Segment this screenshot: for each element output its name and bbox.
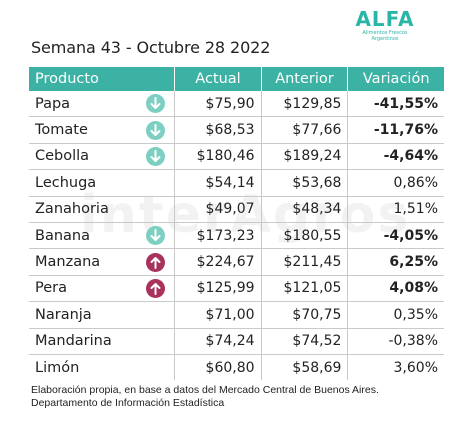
table-row: Limón $60,80 $58,69 3,60% — [29, 354, 444, 381]
cell-trend — [136, 91, 176, 118]
table-row: Mandarina $74,24 $74,52 -0,38% — [29, 328, 444, 355]
cell-anterior: $70,75 — [261, 301, 349, 329]
cell-producto: Mandarina — [29, 328, 137, 355]
cell-trend — [136, 116, 176, 144]
footnote-line-1: Elaboración propia, en base a datos del … — [31, 384, 379, 396]
cell-variacion: -0,38% — [347, 328, 444, 355]
alfa-logo: ALFA Alimentos Frescos Argentinos — [348, 8, 422, 54]
cell-anterior: $211,45 — [261, 248, 349, 276]
cell-producto: Papa — [29, 91, 137, 118]
table-row: Tomate $68,53 $77,66 -11,76% — [29, 116, 444, 144]
table-row: Lechuga $54,14 $53,68 0,86% — [29, 169, 444, 197]
cell-trend — [136, 248, 176, 276]
cell-anterior: $48,34 — [261, 196, 349, 223]
column-header-actual: Actual — [174, 67, 262, 91]
arrow-down-icon — [146, 146, 166, 166]
arrow-up-icon — [146, 252, 166, 272]
page-title: Semana 43 - Octubre 28 2022 — [31, 38, 271, 57]
table-body: Papa $75,90 $129,85 -41,55% Tomate $68,53 $77,… — [29, 91, 444, 381]
cell-producto: Naranja — [29, 301, 137, 329]
column-header-anterior: Anterior — [261, 67, 349, 91]
cell-anterior: $74,52 — [261, 328, 349, 355]
footnote-line-2: Departamento de Información Estadística — [31, 397, 225, 409]
price-table: Producto Actual Anterior Variación Papa $… — [29, 67, 444, 381]
cell-producto: Lechuga — [29, 169, 137, 197]
table-row: Manzana $224,67 $211,45 6,25% — [29, 248, 444, 276]
cell-variacion: 4,08% — [347, 275, 444, 303]
cell-variacion: 1,51% — [347, 196, 444, 223]
cell-producto: Zanahoria — [29, 196, 137, 223]
footnote: Elaboración propia, en base a datos del … — [31, 384, 379, 410]
cell-trend — [136, 354, 176, 381]
logo-subtitle-1: Alimentos Frescos — [362, 30, 408, 36]
cell-anterior: $53,68 — [261, 169, 349, 197]
cell-actual: $125,99 — [174, 275, 262, 303]
cell-variacion: -11,76% — [347, 116, 444, 144]
cell-variacion: 0,86% — [347, 169, 444, 197]
cell-trend — [136, 196, 176, 223]
cell-trend — [136, 275, 176, 303]
cell-producto: Banana — [29, 222, 137, 250]
cell-trend — [136, 143, 176, 171]
cell-actual: $68,53 — [174, 116, 262, 144]
cell-anterior: $77,66 — [261, 116, 349, 144]
column-header-variacion: Variación — [347, 67, 444, 91]
cell-actual: $71,00 — [174, 301, 262, 329]
cell-trend — [136, 169, 176, 197]
arrow-down-icon — [146, 120, 166, 140]
cell-variacion: -4,05% — [347, 222, 444, 250]
arrow-down-icon — [146, 226, 166, 246]
table-row: Pera $125,99 $121,05 4,08% — [29, 275, 444, 303]
cell-anterior: $58,69 — [261, 354, 349, 381]
cell-actual: $60,80 — [174, 354, 262, 381]
column-header-producto: Producto — [29, 67, 176, 91]
cell-variacion: 3,60% — [393, 359, 438, 376]
cell-actual: $173,23 — [174, 222, 262, 250]
cell-anterior: $180,55 — [261, 222, 349, 250]
cell-producto: Pera — [29, 275, 137, 303]
cell-variacion: -41,55% — [347, 91, 444, 118]
cell-trend — [136, 301, 176, 329]
logo-subtitle-2: Argentinos — [371, 36, 399, 42]
cell-actual: $180,46 — [174, 143, 262, 171]
table-row: Naranja $71,00 $70,75 0,35% — [29, 301, 444, 329]
cell-actual: $49,07 — [174, 196, 262, 223]
cell-variacion: -4,64% — [347, 143, 444, 171]
arrow-up-icon — [146, 278, 166, 298]
cell-actual: $75,90 — [174, 91, 262, 118]
cell-trend — [136, 328, 176, 355]
cell-producto: Tomate — [29, 116, 137, 144]
cell-producto: Limón — [35, 359, 80, 376]
table-row: Zanahoria $49,07 $48,34 1,51% — [29, 196, 444, 223]
cell-producto: Manzana — [29, 248, 137, 276]
table-row: Papa $75,90 $129,85 -41,55% — [29, 91, 444, 118]
cell-producto: Cebolla — [29, 143, 137, 171]
cell-anterior: $189,24 — [261, 143, 349, 171]
table-row: Banana $173,23 $180,55 -4,05% — [29, 222, 444, 250]
cell-actual: $74,24 — [174, 328, 262, 355]
arrow-down-icon — [146, 94, 166, 114]
cell-actual: $224,67 — [174, 248, 262, 276]
cell-variacion: 0,35% — [347, 301, 444, 329]
cell-actual: $54,14 — [174, 169, 262, 197]
cell-anterior: $129,85 — [261, 91, 349, 118]
cell-variacion: 6,25% — [347, 248, 444, 276]
table-row: Cebolla $180,46 $189,24 -4,64% — [29, 143, 444, 171]
logo-word: ALFA — [355, 7, 415, 31]
cell-trend — [136, 222, 176, 250]
table-header-row: Producto Actual Anterior Variación — [29, 67, 444, 91]
cell-anterior: $121,05 — [261, 275, 349, 303]
